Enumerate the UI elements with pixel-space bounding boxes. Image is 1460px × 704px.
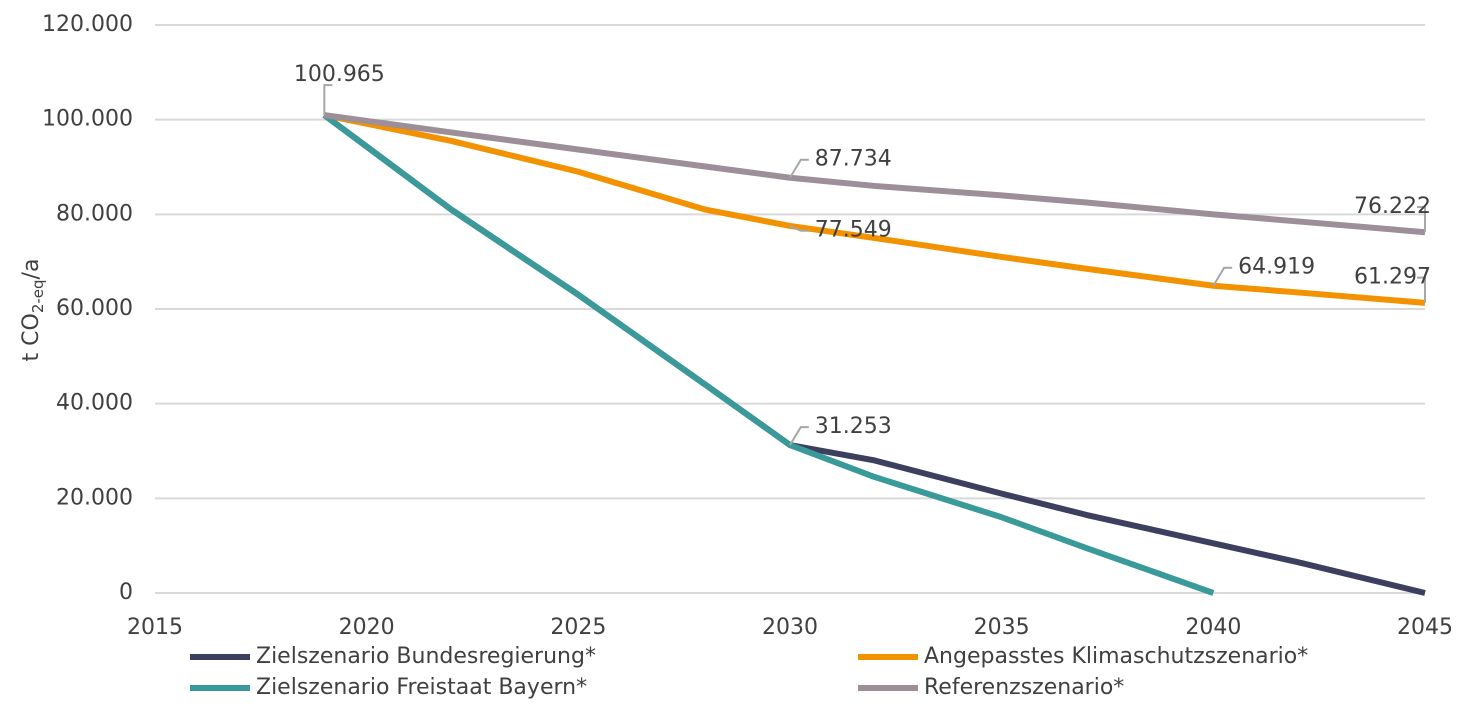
leader-line — [1417, 276, 1426, 303]
y-tick-label: 40.000 — [56, 391, 133, 416]
data-label: 31.253 — [815, 414, 892, 439]
y-tick-label: 0 — [119, 580, 133, 605]
legend-label: Angepasstes Klimaschutzszenario* — [924, 644, 1308, 669]
data-label: 64.919 — [1238, 255, 1315, 280]
y-tick-label: 120.000 — [42, 12, 133, 37]
leader-line — [789, 225, 809, 232]
x-tick-label: 2030 — [762, 615, 818, 640]
y-tick-label: 20.000 — [56, 485, 133, 510]
series-line — [323, 112, 1426, 236]
x-tick-label: 2025 — [550, 615, 606, 640]
leader-line — [789, 158, 809, 179]
leader-line — [1212, 266, 1233, 287]
y-tick-label: 80.000 — [56, 201, 133, 226]
data-label: 76.222 — [1354, 194, 1431, 219]
y-axis-label: t CO2-eq/a — [19, 259, 47, 362]
x-tick-label: 2020 — [339, 615, 395, 640]
legend-label: Referenzszenario* — [924, 675, 1124, 700]
x-tick-label: 2035 — [974, 615, 1030, 640]
legend-label: Zielszenario Bundesregierung* — [256, 644, 596, 669]
data-label: 61.297 — [1354, 265, 1431, 290]
legend-label: Zielszenario Freistaat Bayern* — [256, 675, 587, 700]
leader-line — [1417, 206, 1426, 233]
series-line — [322, 112, 1215, 596]
x-tick-label: 2015 — [127, 615, 183, 640]
data-label: 87.734 — [815, 147, 892, 172]
x-tick-label: 2040 — [1185, 615, 1241, 640]
y-tick-label: 100.000 — [42, 107, 133, 132]
data-label: 100.965 — [294, 62, 385, 87]
series-line — [323, 112, 1426, 306]
y-tick-label: 60.000 — [56, 296, 133, 321]
data-label: 77.549 — [815, 218, 892, 243]
leader-line — [323, 84, 333, 116]
x-tick-label: 2045 — [1397, 615, 1453, 640]
leader-line — [789, 426, 809, 446]
